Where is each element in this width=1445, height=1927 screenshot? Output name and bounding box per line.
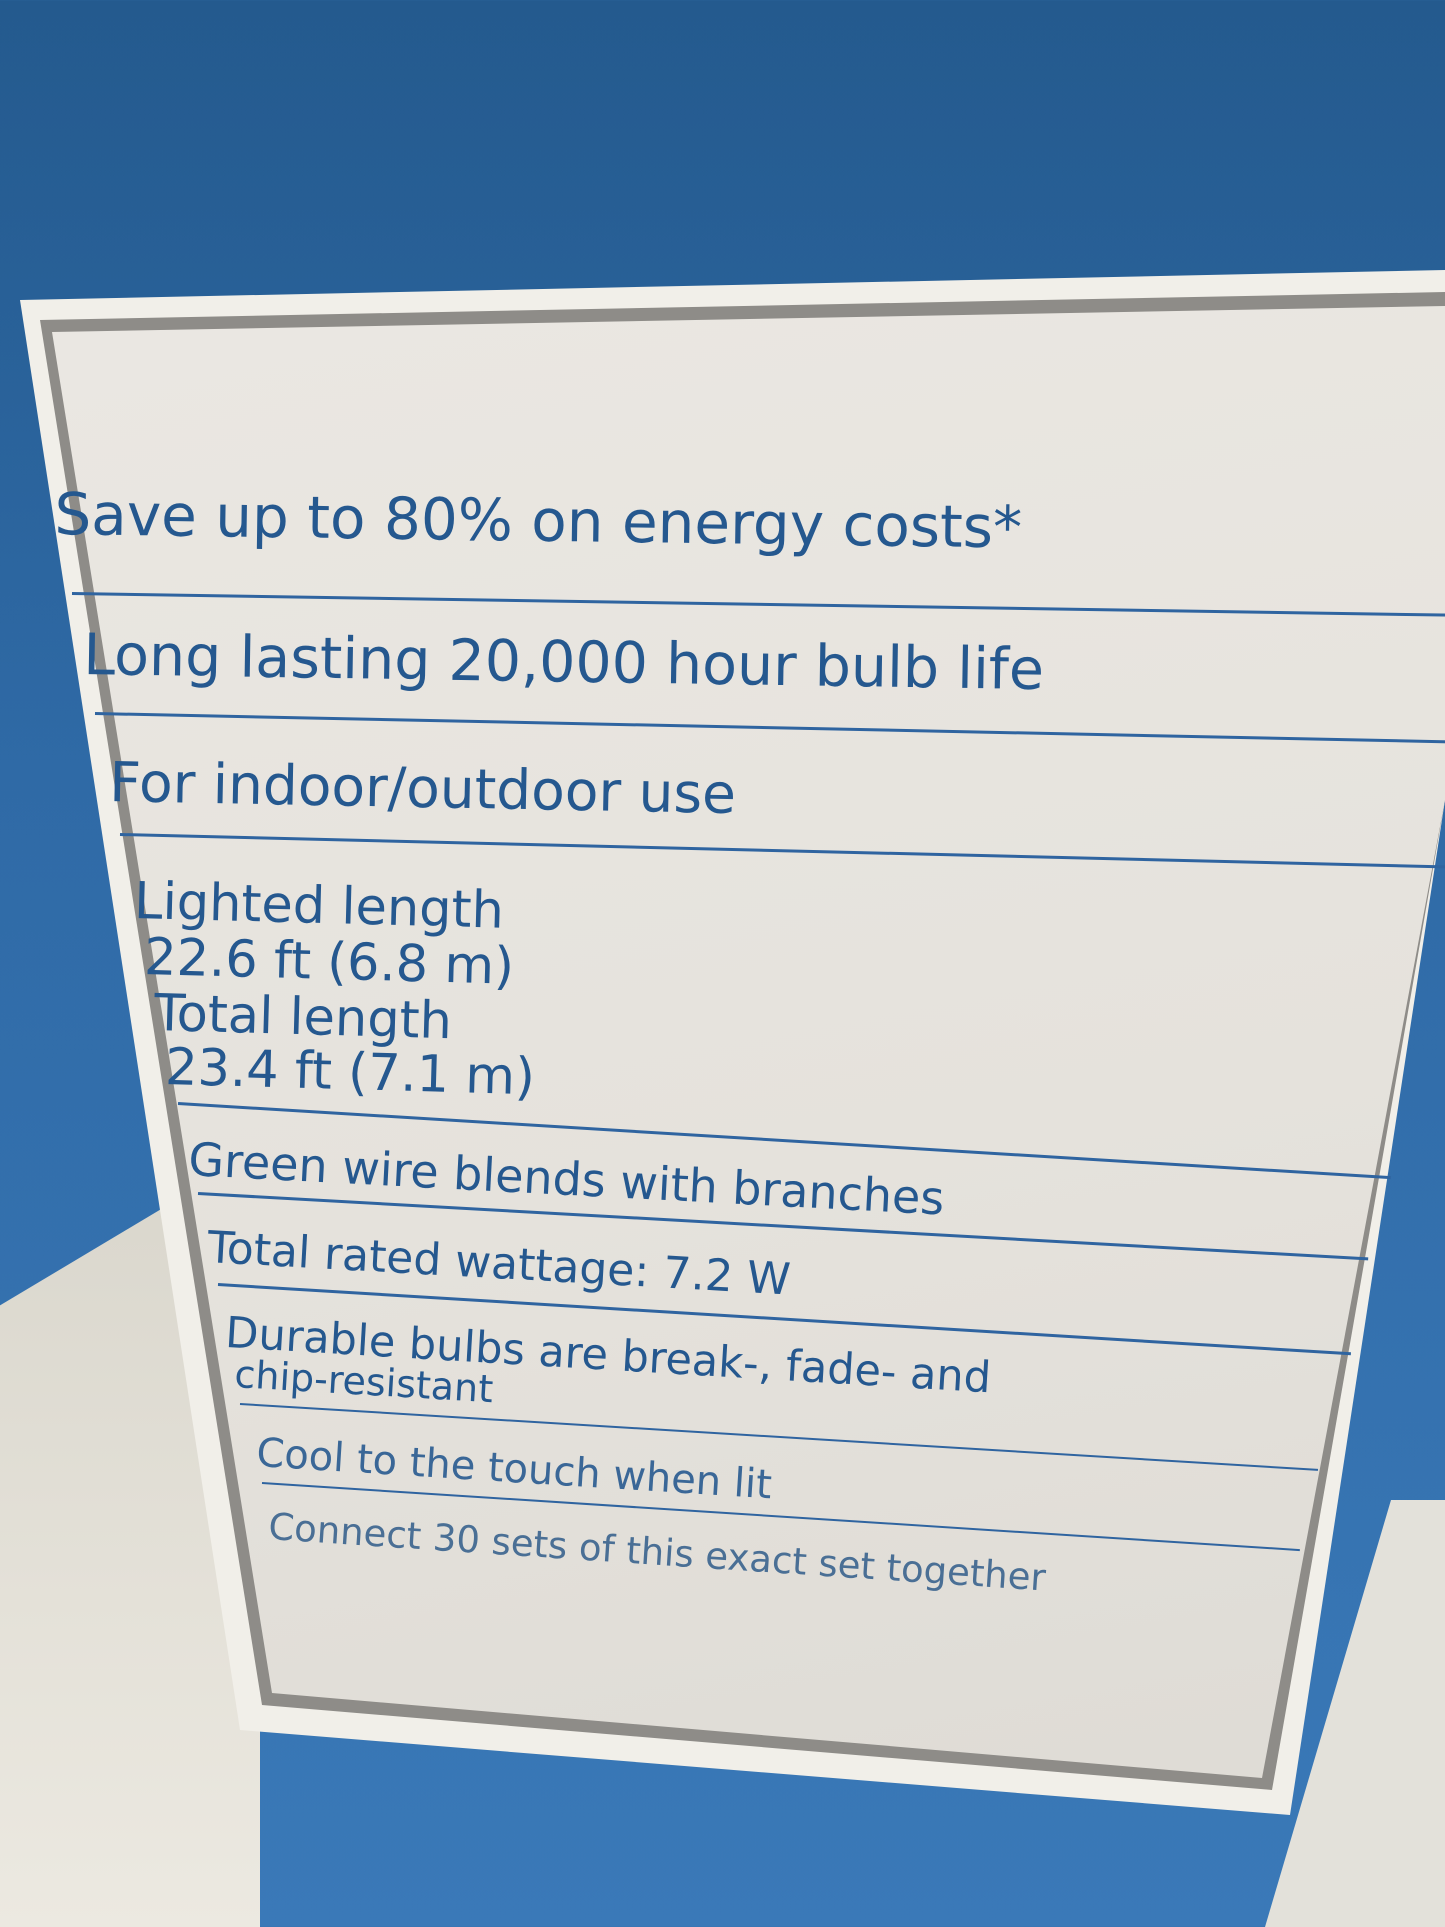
feature-indoor-outdoor: For indoor/outdoor use [108,750,737,827]
feature-energy: Save up to 80% on energy costs* [54,480,1023,562]
total-length-value: 23.4 ft (7.1 m) [164,1038,536,1108]
